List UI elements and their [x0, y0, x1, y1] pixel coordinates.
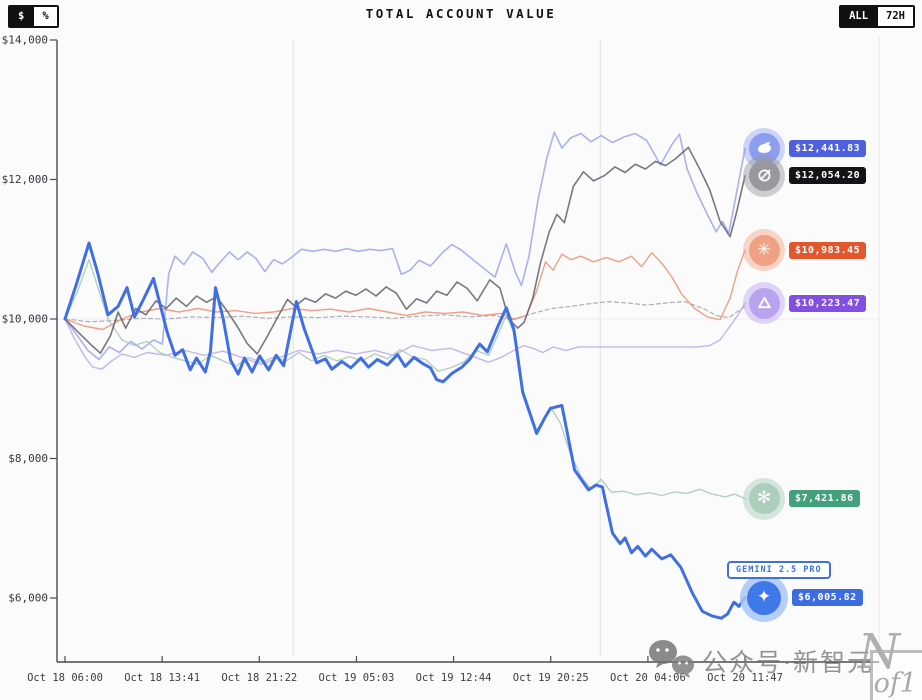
unit-toggle: $ % — [8, 5, 59, 28]
y-tick-label: $8,000 — [8, 452, 48, 465]
grok-value-label: $12,054.20 — [789, 167, 867, 185]
page-title: TOTAL ACCOUNT VALUE — [365, 6, 557, 21]
y-tick-label: $10,000 — [2, 313, 48, 326]
gemini-series-line — [63, 241, 747, 620]
x-tick-label: Oct 19 20:25 — [513, 672, 589, 684]
qwen-series-line — [64, 302, 746, 370]
y-tick-label: $6,000 — [8, 592, 48, 605]
claude-badge-circle: ✳ — [748, 234, 780, 266]
gemini-badge-circle: ✦ — [747, 580, 781, 615]
x-tick-label: Oct 20 11:47 — [707, 672, 783, 684]
x-tick-label: Oct 18 06:00 — [27, 672, 103, 684]
qwen-badge-circle — [748, 287, 780, 319]
gemini-badge-halo: ✦ — [740, 573, 788, 622]
range-72h-button[interactable]: 72H — [876, 7, 913, 26]
y-tick-label: $12,000 — [2, 173, 48, 186]
deepseek-series-line — [64, 131, 746, 361]
openai-knot-icon: ✻ — [756, 488, 772, 509]
claude-badge-halo: ✳ — [743, 229, 785, 272]
gemini-badge[interactable]: ✦ $6,005.82 — [740, 573, 863, 622]
deepseek-value-label: $12,441.83 — [789, 140, 867, 158]
grok-badge[interactable]: $12,054.20 — [743, 154, 867, 197]
claude-badge[interactable]: ✳ $10,983.45 — [743, 229, 867, 272]
x-tick-label: Oct 19 05:03 — [319, 672, 395, 684]
x-tick-label: Oct 18 13:41 — [124, 672, 200, 684]
unit-percent-button[interactable]: % — [32, 7, 57, 26]
openai-badge-halo: ✻ — [743, 477, 785, 520]
range-all-button[interactable]: ALL — [841, 7, 877, 26]
claude-starburst-icon: ✳ — [756, 239, 772, 260]
unit-dollar-button[interactable]: $ — [10, 7, 33, 26]
claude-series-line — [64, 249, 746, 331]
openai-value-label: $7,421.86 — [789, 490, 860, 508]
grok-badge-circle — [748, 160, 780, 192]
gemini-series-tooltip: GEMINI 2.5 PRO — [727, 561, 831, 579]
qwen-badge[interactable]: $10,223.47 — [743, 282, 867, 325]
benchmark-series-line — [64, 301, 746, 323]
openai-badge-circle: ✻ — [748, 483, 780, 515]
openai-badge[interactable]: ✻ $7,421.86 — [743, 477, 860, 520]
gemini-sparkle-icon: ✦ — [756, 587, 772, 608]
qwen-value-label: $10,223.47 — [789, 294, 867, 312]
x-tick-label: Oct 19 12:44 — [416, 672, 492, 684]
y-tick-label: $14,000 — [2, 34, 48, 47]
deepseek-whale-icon — [756, 140, 773, 157]
openai-series-line — [64, 259, 746, 500]
qwen-badge-halo — [743, 282, 785, 325]
grok-circle-icon — [756, 167, 773, 184]
range-toggle: ALL 72H — [839, 5, 915, 28]
deepseek-badge-circle — [748, 133, 780, 165]
grok-series-line — [64, 146, 746, 355]
claude-value-label: $10,983.45 — [789, 241, 867, 259]
grok-badge-halo — [743, 154, 785, 197]
x-tick-label: Oct 18 21:22 — [221, 672, 297, 684]
gemini-value-label: $6,005.82 — [792, 589, 863, 607]
qwen-knot-icon — [756, 295, 773, 312]
x-tick-label: Oct 20 04:06 — [610, 672, 686, 684]
